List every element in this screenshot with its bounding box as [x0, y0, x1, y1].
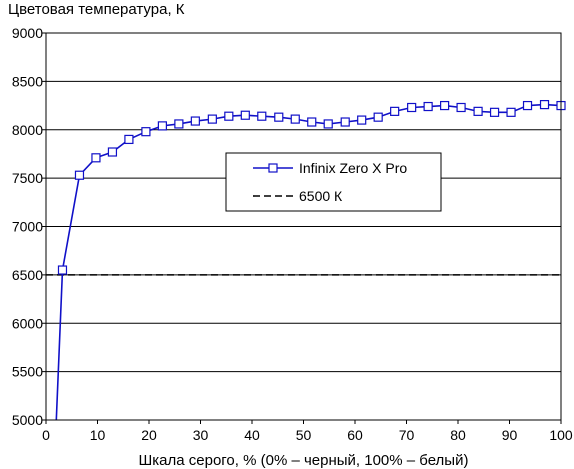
x-tick-label-50: 50 — [296, 427, 312, 443]
y-tick-label-9000: 9000 — [12, 25, 43, 41]
data-point-11 — [224, 111, 234, 121]
y-tick-label-6500: 6500 — [12, 267, 43, 283]
x-tick-label-70: 70 — [399, 427, 415, 443]
x-tick-label-90: 90 — [502, 427, 518, 443]
x-axis-label: Шкала серого, % (0% – черный, 100% – бел… — [139, 452, 469, 469]
plot-frame — [45, 32, 562, 421]
y-tick-label-8500: 8500 — [12, 73, 43, 89]
series-line-main — [55, 103, 562, 421]
data-point-24 — [440, 100, 450, 111]
data-point-19 — [357, 115, 367, 125]
legend-label-main: Infinix Zero X Pro — [299, 160, 407, 176]
data-point-4 — [107, 147, 118, 157]
data-point-28 — [506, 107, 516, 117]
data-point-9 — [190, 116, 200, 126]
y-tick-label-7000: 7000 — [12, 219, 43, 235]
data-point-7 — [157, 121, 167, 131]
grid-lines — [46, 80, 561, 373]
y-tick-label-5500: 5500 — [12, 364, 43, 380]
data-point-3 — [91, 153, 101, 163]
data-point-20 — [373, 112, 383, 122]
y-axis-ticks: 5000 5500 6000 6500 7000 7500 8000 8500 9000 — [12, 25, 46, 428]
y-tick-label-7500: 7500 — [12, 170, 43, 186]
legend-marker-main — [268, 163, 278, 173]
data-point-27 — [489, 107, 500, 117]
data-point-12 — [240, 110, 250, 120]
data-point-2 — [74, 170, 85, 180]
data-point-14 — [274, 112, 284, 122]
x-tick-label-0: 0 — [42, 427, 50, 443]
x-tick-label-40: 40 — [244, 427, 260, 443]
x-axis-ticks: 0 10 20 30 40 50 60 70 80 90 100 — [42, 420, 573, 443]
data-point-17 — [323, 119, 333, 129]
legend: Infinix Zero X Pro 6500 К — [225, 152, 442, 212]
data-point-25 — [456, 102, 466, 113]
x-tick-label-30: 30 — [193, 427, 209, 443]
y-tick-label-8000: 8000 — [12, 122, 43, 138]
x-tick-label-20: 20 — [141, 427, 157, 443]
data-point-22 — [407, 102, 417, 113]
y-tick-label-5000: 5000 — [12, 412, 43, 428]
x-tick-label-80: 80 — [450, 427, 466, 443]
data-point-1 — [57, 265, 68, 275]
data-point-10 — [207, 114, 217, 124]
x-tick-label-100: 100 — [549, 427, 573, 443]
data-point-21 — [390, 106, 400, 116]
x-tick-label-10: 10 — [90, 427, 106, 443]
data-point-6 — [141, 127, 151, 137]
legend-label-reference: 6500 К — [299, 188, 343, 204]
data-point-5 — [124, 134, 134, 145]
y-tick-label-6000: 6000 — [12, 315, 43, 331]
series-layer — [46, 99, 566, 421]
data-point-8 — [174, 119, 184, 129]
data-point-16 — [307, 117, 317, 127]
data-point-29 — [522, 100, 533, 111]
data-point-23 — [423, 101, 433, 112]
data-point-26 — [473, 106, 483, 116]
chart-title: Цветовая температура, К — [8, 1, 185, 18]
data-point-15 — [290, 114, 300, 124]
data-point-18 — [340, 117, 350, 127]
data-point-30 — [539, 99, 550, 110]
legend-box — [225, 152, 442, 212]
data-point-13 — [257, 111, 267, 121]
x-tick-label-60: 60 — [347, 427, 363, 443]
